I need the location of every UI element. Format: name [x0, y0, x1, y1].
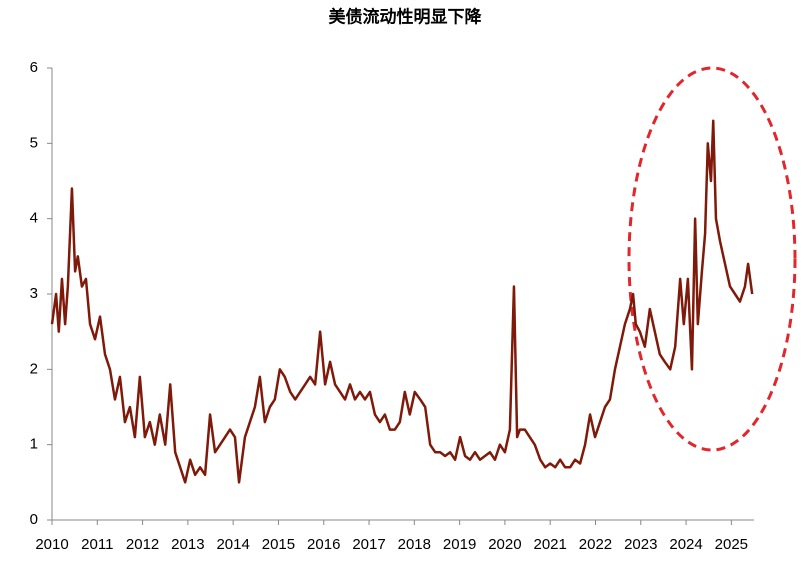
x-tick-label: 2015: [262, 536, 295, 553]
x-tick-label: 2019: [443, 536, 476, 553]
data-line: [50, 119, 754, 484]
chart-title: 美债流动性明显下降: [329, 6, 483, 26]
x-tick-label: 2014: [216, 536, 249, 553]
y-tick-label: 6: [30, 59, 38, 76]
x-tick-label: 2020: [488, 536, 521, 553]
x-tick-label: 2013: [171, 536, 204, 553]
x-tick-label: 2025: [715, 536, 748, 553]
highlight-ellipse: [627, 66, 797, 452]
x-tick-label: 2016: [307, 536, 340, 553]
y-tick-label: 3: [30, 285, 38, 302]
y-tick-label: 1: [30, 436, 38, 453]
x-tick-label: 2018: [398, 536, 431, 553]
y-tick-label: 4: [30, 210, 38, 227]
x-tick-label: 2011: [81, 536, 113, 553]
x-tick-label: 2017: [352, 536, 385, 553]
y-tick-label: 0: [30, 511, 38, 528]
y-tick-label: 2: [30, 360, 38, 377]
y-tick-label: 5: [30, 134, 38, 151]
x-tick-label: 2024: [669, 536, 702, 553]
x-tick-label: 2010: [35, 536, 68, 553]
x-tick-label: 2022: [579, 536, 612, 553]
x-tick-label: 2021: [534, 536, 567, 553]
x-tick-label: 2023: [624, 536, 657, 553]
x-tick-label: 2012: [126, 536, 159, 553]
